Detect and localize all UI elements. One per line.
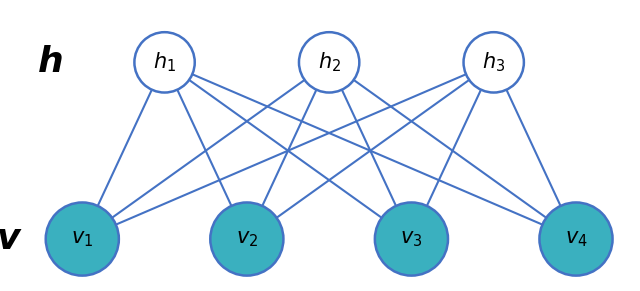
Ellipse shape	[540, 203, 612, 276]
Text: $h_2$: $h_2$	[317, 51, 340, 74]
Text: $\boldsymbol{h}$: $\boldsymbol{h}$	[38, 45, 63, 79]
Ellipse shape	[211, 203, 284, 276]
Text: $h_3$: $h_3$	[482, 51, 506, 74]
Text: $v_4$: $v_4$	[564, 229, 588, 249]
Ellipse shape	[45, 203, 119, 276]
Text: $h_1$: $h_1$	[153, 51, 176, 74]
Text: $v_2$: $v_2$	[236, 229, 258, 249]
Ellipse shape	[375, 203, 448, 276]
Ellipse shape	[134, 32, 195, 93]
Text: $v_3$: $v_3$	[400, 229, 422, 249]
Ellipse shape	[463, 32, 524, 93]
Text: $v_1$: $v_1$	[71, 229, 93, 249]
Ellipse shape	[299, 32, 359, 93]
Text: $\boldsymbol{v}$: $\boldsymbol{v}$	[0, 222, 22, 256]
